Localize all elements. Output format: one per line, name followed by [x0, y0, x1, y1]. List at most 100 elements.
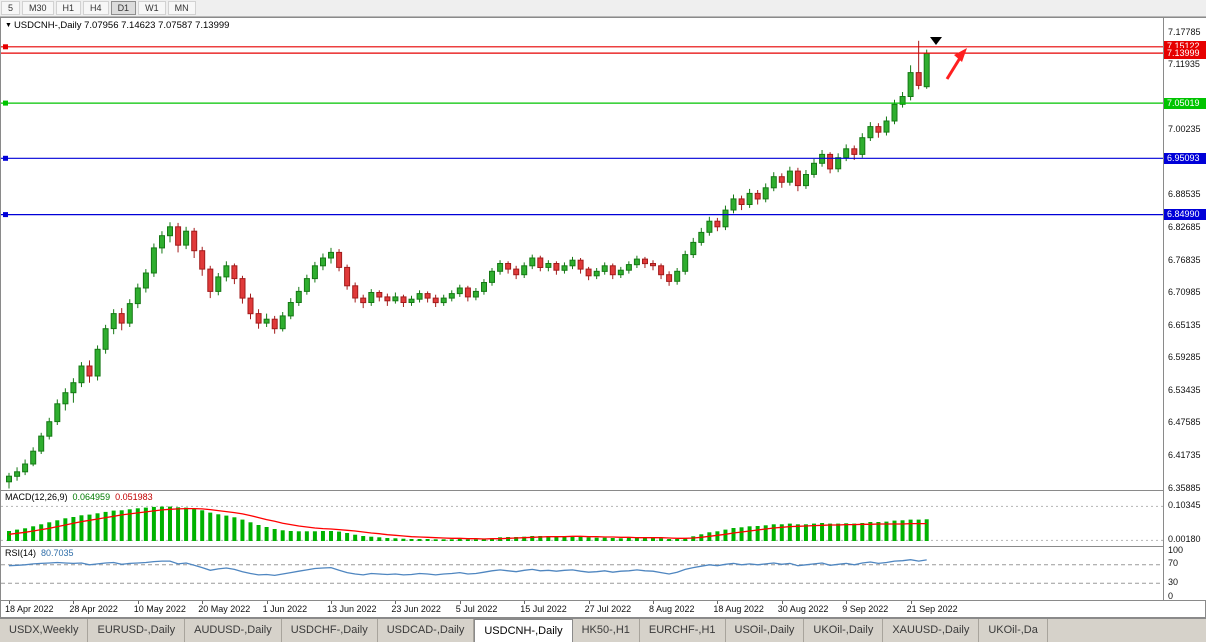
tab-eurusd-daily[interactable]: EURUSD-,Daily	[88, 619, 185, 642]
period-button-D1[interactable]: D1	[111, 1, 137, 15]
tab-audusd-daily[interactable]: AUDUSD-,Daily	[185, 619, 282, 642]
time-label: 18 Apr 2022	[5, 604, 54, 614]
candlestick-chart[interactable]	[1, 18, 1163, 490]
candle-up	[522, 266, 527, 275]
rsi-chart[interactable]	[1, 547, 1163, 600]
resistance-line-handle[interactable]	[3, 44, 8, 49]
up-arrow-shaft[interactable]	[947, 58, 960, 79]
candle-down	[554, 264, 559, 271]
rsi-panel[interactable]	[1, 546, 1163, 600]
tab-usdchf-daily[interactable]: USDCHF-,Daily	[282, 619, 378, 642]
period-button-MN[interactable]: MN	[168, 1, 196, 15]
main-price-panel[interactable]	[1, 18, 1163, 490]
candle-down	[192, 231, 197, 251]
candle-down	[651, 264, 656, 266]
period-button-M30[interactable]: M30	[22, 1, 54, 15]
macd-tick: 0.10345	[1168, 500, 1201, 511]
candle-down	[578, 260, 583, 269]
price-tick: 6.35885	[1168, 483, 1201, 494]
period-button-5[interactable]: 5	[1, 1, 20, 15]
candle-up	[844, 149, 849, 158]
candle-down	[87, 366, 92, 376]
price-badge-7.13999: 7.13999	[1164, 48, 1206, 59]
candle-up	[47, 422, 52, 437]
candle-up	[312, 266, 317, 279]
tab-usdcad-daily[interactable]: USDCAD-,Daily	[378, 619, 475, 642]
candle-up	[763, 188, 768, 199]
tab-xauusd-daily[interactable]: XAUUSD-,Daily	[883, 619, 979, 642]
candle-up	[634, 259, 639, 265]
price-badge-6.95093: 6.95093	[1164, 153, 1206, 164]
candle-down	[828, 154, 833, 169]
time-label: 21 Sep 2022	[907, 604, 958, 614]
tab-usoil-daily[interactable]: USOil-,Daily	[726, 619, 805, 642]
candle-down	[538, 258, 543, 268]
macd-panel[interactable]	[1, 490, 1163, 546]
price-tick: 6.47585	[1168, 417, 1201, 428]
candle-down	[739, 199, 744, 205]
candle-up	[168, 227, 173, 236]
candle-down	[361, 298, 366, 303]
candle-down	[643, 259, 648, 264]
tab-usdx-weekly[interactable]: USDX,Weekly	[0, 619, 88, 642]
macd-label: MACD(12,26,9)0.0649590.051983	[5, 492, 153, 502]
candle-down	[425, 294, 430, 299]
candle-up	[304, 279, 309, 292]
price-tick: 6.76835	[1168, 255, 1201, 266]
tab-ukoil-da[interactable]: UKOil-,Da	[979, 619, 1048, 642]
candle-up	[55, 404, 60, 422]
period-button-H4[interactable]: H4	[83, 1, 109, 15]
candle-up	[908, 73, 913, 97]
rsi-label: RSI(14)80.7035	[5, 548, 74, 558]
candle-down	[916, 73, 921, 86]
support-line-1-handle[interactable]	[3, 101, 8, 106]
chart-window: ▼USDCNH-,Daily 7.07956 7.14623 7.07587 7…	[0, 17, 1206, 618]
candle-up	[457, 288, 462, 294]
up-arrow-head	[954, 48, 967, 62]
time-label: 13 Jun 2022	[327, 604, 377, 614]
mt4-terminal-window: 5M30H1H4D1W1MN ▼USDCNH-,Daily 7.07956 7.…	[0, 0, 1206, 642]
candle-down	[176, 227, 181, 245]
candle-up	[787, 171, 792, 182]
tab-hk50-h1[interactable]: HK50-,H1	[573, 619, 640, 642]
time-label: 9 Sep 2022	[842, 604, 888, 614]
price-axis[interactable]: 7.177857.119357.002356.885356.826856.768…	[1163, 18, 1206, 600]
candle-up	[530, 258, 535, 266]
rsi-value: 80.7035	[41, 548, 74, 558]
support-line-3-handle[interactable]	[3, 212, 8, 217]
macd-signal-value: 0.051983	[115, 492, 153, 502]
time-axis[interactable]: 18 Apr 202228 Apr 202210 May 202220 May …	[1, 600, 1205, 617]
price-tick: 6.88535	[1168, 189, 1201, 200]
tab-ukoil-daily[interactable]: UKOil-,Daily	[804, 619, 883, 642]
tab-eurchf-h1[interactable]: EURCHF-,H1	[640, 619, 726, 642]
candle-up	[804, 175, 809, 186]
period-button-W1[interactable]: W1	[138, 1, 166, 15]
candle-up	[95, 349, 100, 376]
candle-up	[264, 319, 269, 323]
candle-up	[441, 298, 446, 303]
time-label: 20 May 2022	[198, 604, 250, 614]
tab-usdcnh-daily[interactable]: USDCNH-,Daily	[474, 619, 572, 642]
rsi-tick: 0	[1168, 591, 1173, 602]
rsi-tick: 100	[1168, 545, 1183, 556]
candle-up	[63, 393, 68, 404]
candle-up	[498, 264, 503, 272]
candle-up	[329, 252, 334, 258]
support-line-2-handle[interactable]	[3, 156, 8, 161]
time-label: 15 Jul 2022	[520, 604, 567, 614]
price-tick: 6.82685	[1168, 222, 1201, 233]
macd-chart[interactable]	[1, 491, 1163, 546]
candle-down	[240, 279, 245, 299]
period-button-H1[interactable]: H1	[56, 1, 82, 15]
candle-down	[779, 177, 784, 183]
triangle-marker[interactable]	[930, 37, 942, 45]
candle-down	[755, 193, 760, 199]
candle-up	[836, 158, 841, 169]
price-tick: 6.41735	[1168, 450, 1201, 461]
candle-up	[683, 255, 688, 272]
candle-up	[135, 288, 140, 304]
candle-down	[248, 298, 253, 314]
candle-down	[465, 288, 470, 297]
candle-up	[216, 277, 221, 292]
candle-up	[417, 294, 422, 300]
